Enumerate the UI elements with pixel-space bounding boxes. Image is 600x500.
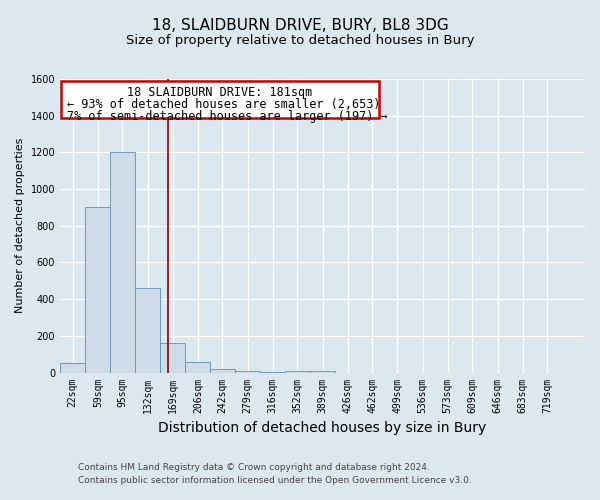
Text: 7% of semi-detached houses are larger (197) →: 7% of semi-detached houses are larger (1… xyxy=(67,110,388,123)
Bar xyxy=(135,288,160,372)
Bar xyxy=(110,152,135,372)
Text: 18 SLAIDBURN DRIVE: 181sqm: 18 SLAIDBURN DRIVE: 181sqm xyxy=(127,86,313,100)
Bar xyxy=(160,343,185,372)
Text: Contains HM Land Registry data © Crown copyright and database right 2024.: Contains HM Land Registry data © Crown c… xyxy=(78,464,430,472)
Bar xyxy=(61,81,379,118)
Bar xyxy=(85,208,110,372)
Bar xyxy=(185,362,211,372)
Text: Contains public sector information licensed under the Open Government Licence v3: Contains public sector information licen… xyxy=(78,476,472,485)
Bar xyxy=(60,364,85,372)
Bar xyxy=(310,370,335,372)
Text: ← 93% of detached houses are smaller (2,653): ← 93% of detached houses are smaller (2,… xyxy=(67,98,380,112)
Bar xyxy=(285,370,310,372)
Text: Size of property relative to detached houses in Bury: Size of property relative to detached ho… xyxy=(126,34,474,47)
Bar xyxy=(210,369,235,372)
Bar xyxy=(235,370,260,372)
X-axis label: Distribution of detached houses by size in Bury: Distribution of detached houses by size … xyxy=(158,421,487,435)
Text: 18, SLAIDBURN DRIVE, BURY, BL8 3DG: 18, SLAIDBURN DRIVE, BURY, BL8 3DG xyxy=(152,18,448,32)
Y-axis label: Number of detached properties: Number of detached properties xyxy=(15,138,25,314)
